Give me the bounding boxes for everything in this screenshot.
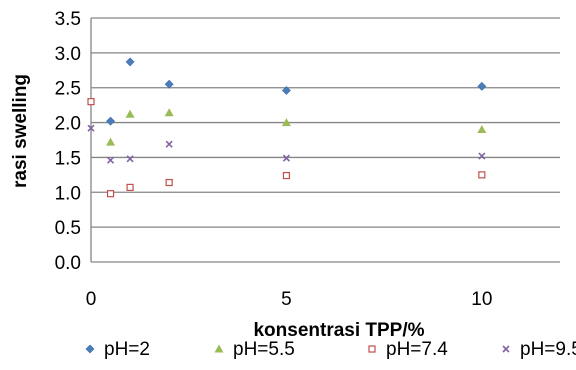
y-tick-label: 1.0 (55, 183, 81, 204)
x-tick-label: 10 (471, 289, 492, 310)
y-tick-label: 2.5 (55, 79, 81, 100)
y-tick-labels: 0.0 0.5 1.0 1.5 2.0 2.5 3.0 3.5 (55, 9, 81, 274)
data-point-series-2 (126, 183, 134, 192)
y-tick-label: 0.0 (55, 253, 81, 274)
y-axis-title: rasi swelling (10, 74, 31, 188)
data-point-series-2 (282, 171, 291, 180)
legend-label: pH=2 (104, 339, 150, 360)
x-tick-label: 0 (86, 289, 97, 310)
data-point-series-1 (477, 125, 487, 134)
data-point-series-2 (478, 171, 486, 179)
legend-item: pH=7.4 (368, 339, 448, 360)
data-points (87, 57, 487, 198)
legend: pH=2 pH=5.5 pH=7.4 pH=9.5 (85, 339, 576, 360)
data-point-series-3 (282, 154, 290, 162)
y-tick-label: 0.5 (55, 218, 81, 239)
data-point-series-2 (106, 190, 115, 198)
data-point-series-3 (478, 152, 486, 160)
data-point-series-1 (281, 118, 291, 127)
data-point-series-0 (106, 116, 115, 126)
y-tick-label: 2.0 (55, 114, 81, 135)
legend-label: pH=9.5 (520, 339, 576, 360)
gridlines (91, 17, 560, 228)
data-point-series-0 (125, 57, 135, 67)
legend-marker (214, 344, 224, 353)
legend-marker (502, 345, 510, 353)
data-point-series-0 (164, 79, 174, 89)
data-point-series-2 (165, 178, 173, 187)
legend-item: pH=2 (85, 339, 150, 360)
data-point-series-3 (126, 155, 134, 163)
axes (90, 18, 560, 263)
data-point-series-3 (106, 156, 115, 164)
y-tick-label: 1.5 (55, 148, 81, 169)
data-point-series-0 (477, 81, 487, 91)
legend-marker (85, 344, 95, 354)
legend-item: pH=9.5 (502, 339, 576, 360)
x-tick-labels: 0 5 10 (86, 289, 493, 310)
legend-label: pH=5.5 (233, 339, 295, 360)
data-point-series-1 (106, 137, 116, 146)
data-point-series-3 (87, 124, 95, 132)
legend-label: pH=7.4 (386, 339, 448, 360)
y-tick-label: 3.5 (55, 9, 81, 30)
x-axis-title: konsentrasi TPP/% (253, 320, 424, 341)
data-point-series-2 (87, 98, 95, 106)
legend-marker (368, 345, 376, 353)
data-point-series-0 (281, 86, 291, 95)
y-tick-label: 3.0 (55, 44, 81, 65)
data-point-series-1 (125, 109, 135, 118)
legend-item: pH=5.5 (214, 339, 295, 360)
x-tick-label: 5 (281, 289, 292, 310)
data-point-series-3 (165, 140, 173, 148)
data-point-series-1 (164, 108, 174, 117)
